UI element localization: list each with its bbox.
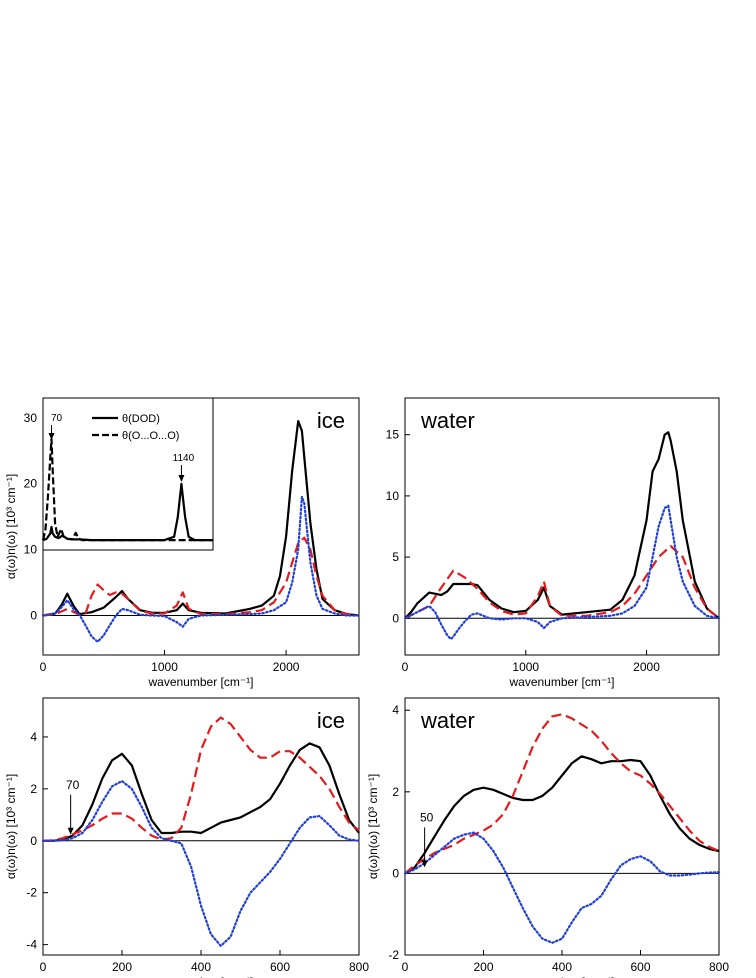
annotation-arrowhead xyxy=(67,827,74,835)
inset-frame xyxy=(42,397,214,551)
chart-ice: 0 1000 2000 0 10 20 30 wavenumber [cm⁻¹] α(ω)n(ω… xyxy=(4,397,361,689)
panel-label: water xyxy=(420,408,475,433)
y-axis-label: α(ω)n(ω) [10³ cm⁻¹] xyxy=(4,474,18,579)
inset-series-dashed xyxy=(41,437,213,542)
series-line-dashed xyxy=(404,545,720,620)
x-tick-label: 2000 xyxy=(273,660,300,674)
annotation-label: 70 xyxy=(66,778,80,792)
x-tick-label: 0 xyxy=(40,660,47,674)
y-tick-label: 0 xyxy=(392,611,399,625)
y-tick-label: 30 xyxy=(24,411,38,425)
y-tick-label: -2 xyxy=(388,948,399,962)
x-tick-label: 400 xyxy=(191,960,211,974)
y-axis-label: α(ω)n(ω) [10³ cm⁻¹] xyxy=(4,774,18,879)
inset-annotation-arrowhead xyxy=(48,433,55,440)
inset-annotation-label: 70 xyxy=(51,413,63,424)
panel-label: water xyxy=(420,708,475,733)
y-tick-label: 10 xyxy=(24,543,38,557)
x-tick-label: 600 xyxy=(270,960,290,974)
panel-label: ice xyxy=(317,408,345,433)
y-tick-label: 2 xyxy=(30,782,37,796)
plot-frame xyxy=(404,697,720,956)
plot-frame xyxy=(404,397,720,656)
annotation-label: 50 xyxy=(420,810,434,824)
series-line-dotted xyxy=(403,504,721,641)
series-line-dashed xyxy=(42,536,360,617)
x-tick-label: 0 xyxy=(402,660,409,674)
x-tick-label: 800 xyxy=(709,960,729,974)
inset-chart: θ(DOD) θ(O...O...O) 70 1140 xyxy=(41,397,214,551)
x-axis-label: wavenumber [cm⁻¹] xyxy=(147,975,253,978)
y-tick-label: 4 xyxy=(392,703,399,717)
y-tick-label: 4 xyxy=(30,730,37,744)
x-tick-label: 800 xyxy=(349,960,369,974)
y-tick-label: 0 xyxy=(30,608,37,622)
chart-water: 0 1000 2000 0 5 10 15 wavenumber [cm⁻¹] water xyxy=(386,397,721,689)
series-line-solid xyxy=(43,742,360,842)
inset-annotation-label: 1140 xyxy=(173,453,195,464)
panel-label: ice xyxy=(317,708,345,733)
y-tick-label: -2 xyxy=(26,886,37,900)
y-tick-label: 10 xyxy=(386,489,400,503)
y-tick-label: 0 xyxy=(392,866,399,880)
x-tick-label: 400 xyxy=(552,960,572,974)
x-axis-label: wavenumber [cm⁻¹] xyxy=(147,675,253,689)
inset-legend-label: θ(DOD) xyxy=(122,413,160,425)
series-line-dotted xyxy=(41,780,361,947)
y-tick-label: 20 xyxy=(24,477,38,491)
y-tick-label: 5 xyxy=(392,550,399,564)
chart-ice-zoom: 0 200 400 600 800 -4 -2 0 2 4 wavenumber [cm⁻¹] α(ω… xyxy=(4,697,369,978)
x-axis-label: wavenumber [cm⁻¹] xyxy=(508,675,614,689)
x-axis-label: wavenumber [cm⁻¹] xyxy=(508,975,614,978)
x-tick-label: 600 xyxy=(630,960,650,974)
x-tick-label: 1000 xyxy=(512,660,539,674)
series-line-dotted xyxy=(403,831,721,944)
x-tick-label: 200 xyxy=(473,960,493,974)
series-line-dotted xyxy=(41,495,361,643)
y-tick-label: 2 xyxy=(392,785,399,799)
inset-legend-label: θ(O...O...O) xyxy=(122,430,179,442)
x-tick-label: 0 xyxy=(402,960,409,974)
series-line-solid xyxy=(404,755,720,875)
inset-annotation-arrowhead xyxy=(178,475,185,482)
y-tick-label: -4 xyxy=(26,938,37,952)
x-tick-label: 200 xyxy=(112,960,132,974)
y-tick-label: 15 xyxy=(386,428,400,442)
x-tick-label: 1000 xyxy=(151,660,178,674)
x-tick-label: 0 xyxy=(40,960,47,974)
x-tick-label: 2000 xyxy=(633,660,660,674)
y-tick-label: 0 xyxy=(30,834,37,848)
series-line-dashed xyxy=(404,713,720,875)
y-axis-label: α(ω)n(ω) [10³ cm⁻¹] xyxy=(366,774,380,879)
annotation-arrowhead xyxy=(421,860,428,868)
